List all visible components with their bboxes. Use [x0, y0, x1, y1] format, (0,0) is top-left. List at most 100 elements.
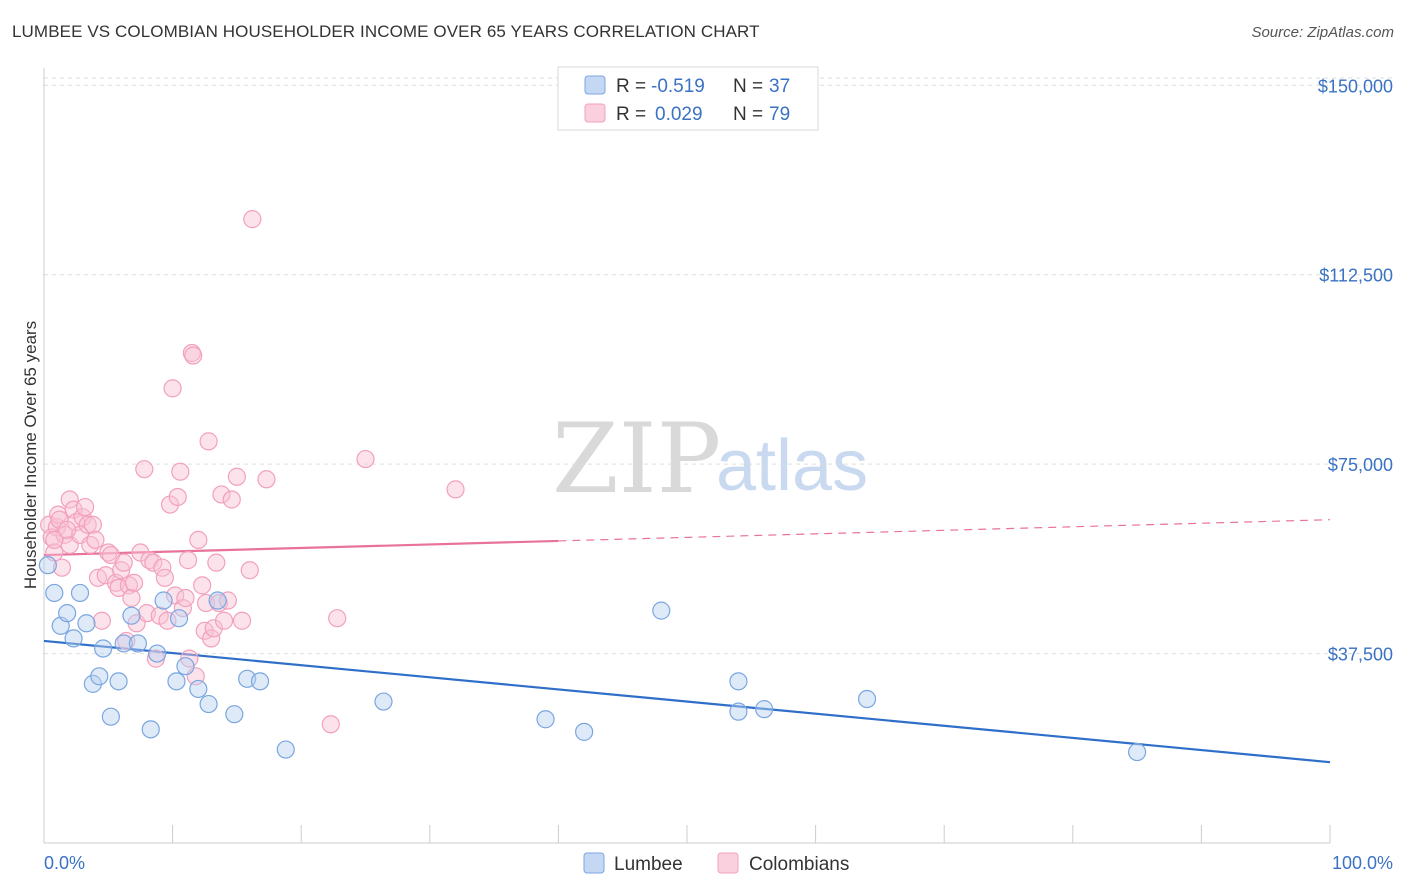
- bottom-legend-label-lumbee: Lumbee: [614, 854, 683, 875]
- lumbee-point: [169, 609, 189, 628]
- colombians-point: [356, 449, 375, 469]
- lumbee-point: [101, 707, 120, 726]
- lumbee-point: [70, 583, 90, 603]
- lumbee-point: [45, 583, 64, 603]
- lumbee-point: [755, 700, 774, 719]
- colombians-trend-line-extension: [558, 519, 1331, 542]
- lumbee-point: [77, 614, 96, 633]
- lumbee-point: [38, 556, 57, 575]
- chart-title: LUMBEE VS COLOMBIAN HOUSEHOLDER INCOME O…: [12, 22, 760, 41]
- lumbee-point: [374, 692, 393, 711]
- lumbee-point: [94, 639, 113, 658]
- lumbee-point: [276, 740, 295, 759]
- colombians-point: [218, 591, 237, 610]
- x-tick-label: 0.0%: [44, 853, 85, 873]
- legend-swatch-lumbee: [584, 75, 606, 95]
- x-tick-labels: 0.0% 100.0%: [44, 853, 1393, 873]
- y-tick-label: $37,500: [1328, 645, 1393, 665]
- lumbee-point: [729, 672, 748, 691]
- lumbee-point: [225, 705, 244, 724]
- legend-n-value-colombians: 79: [769, 104, 790, 125]
- lumbee-point: [83, 674, 102, 693]
- bottom-legend-swatch-lumbee: [583, 852, 605, 874]
- legend-r-label-colombians: R =: [616, 104, 646, 125]
- lumbee-point: [64, 629, 83, 648]
- colombians-point: [446, 480, 465, 499]
- legend-n-value-lumbee: 37: [769, 76, 790, 97]
- lumbee-point: [729, 702, 748, 721]
- colombians-point: [99, 543, 118, 562]
- colombians-point: [55, 525, 74, 544]
- chart-source: Source: ZipAtlas.com: [1251, 24, 1394, 41]
- colombians-point: [240, 561, 259, 580]
- colombians-point: [176, 588, 195, 608]
- legend-swatch-colombians: [584, 103, 606, 123]
- colombians-point: [58, 520, 77, 539]
- colombians-point: [52, 558, 72, 577]
- colombians-point: [212, 485, 231, 504]
- lumbee-point: [176, 657, 195, 676]
- colombians-point: [81, 535, 100, 555]
- colombians-point: [160, 495, 180, 514]
- lumbee-point: [109, 672, 128, 691]
- bottom-legend-label-colombians: Colombians: [749, 854, 849, 875]
- axes: [43, 68, 1331, 844]
- colombians-point: [214, 611, 234, 630]
- colombians-point: [86, 530, 105, 550]
- watermark-atlas: atlas: [716, 426, 868, 506]
- y-tick-label: $112,500: [1319, 266, 1393, 286]
- lumbee-point: [250, 672, 270, 691]
- y-tick-labels: $37,500 $75,000 $112,500 $150,000: [1318, 76, 1393, 664]
- colombians-point: [227, 467, 246, 486]
- colombians-point: [171, 462, 190, 481]
- y-tick-label: $150,000: [1318, 76, 1393, 96]
- bottom-legend-swatch-colombians: [717, 852, 739, 874]
- colombians-point: [204, 619, 223, 638]
- colombians-point: [45, 530, 64, 550]
- colombians-point: [60, 490, 79, 509]
- colombians-point: [232, 611, 252, 630]
- colombians-point: [196, 593, 216, 613]
- colombians-point: [135, 460, 154, 479]
- legend-r-value-colombians: 0.029: [655, 104, 703, 125]
- lumbee-point: [536, 710, 555, 729]
- lumbee-point: [58, 604, 77, 623]
- colombians-point: [163, 379, 182, 398]
- lumbee-trend-line: [43, 639, 1331, 764]
- legend-r-label-lumbee: R =: [616, 76, 646, 97]
- correlation-legend: R = -0.519 N = 37 R = 0.029 N = 79: [557, 66, 819, 131]
- colombians-point: [124, 573, 144, 592]
- lumbee-point: [90, 667, 109, 686]
- lumbee-point: [1127, 742, 1147, 762]
- colombians-point: [155, 568, 174, 587]
- lumbee-point: [189, 679, 208, 699]
- colombians-point: [243, 210, 262, 229]
- x-tick-label: 100.0%: [1332, 853, 1393, 873]
- colombians-point: [168, 487, 187, 507]
- watermark: ZIP atlas: [552, 403, 868, 515]
- y-axis-label: Householder Income Over 65 years: [21, 321, 40, 589]
- colombians-point: [189, 530, 208, 550]
- watermark-zip: ZIP: [552, 403, 721, 515]
- lumbee-points: [38, 556, 1147, 762]
- lumbee-point: [122, 606, 141, 625]
- colombians-point: [114, 553, 133, 572]
- colombians-point: [184, 346, 203, 365]
- lumbee-point: [652, 601, 671, 620]
- lumbee-point: [199, 694, 218, 714]
- colombians-point: [92, 611, 111, 630]
- colombians-point: [321, 715, 340, 734]
- colombians-point: [158, 611, 177, 630]
- colombians-point: [193, 576, 212, 595]
- lumbee-point: [141, 720, 160, 739]
- legend-n-label-lumbee: N =: [733, 76, 763, 97]
- colombians-point: [257, 470, 276, 489]
- lumbee-point: [575, 722, 594, 741]
- colombians-point: [117, 631, 136, 651]
- colombians-point: [78, 515, 97, 534]
- lumbee-point: [114, 634, 133, 653]
- lumbee-point: [128, 634, 147, 653]
- colombians-point: [222, 490, 241, 509]
- y-tick-label: $75,000: [1328, 455, 1393, 475]
- colombians-point: [122, 588, 141, 608]
